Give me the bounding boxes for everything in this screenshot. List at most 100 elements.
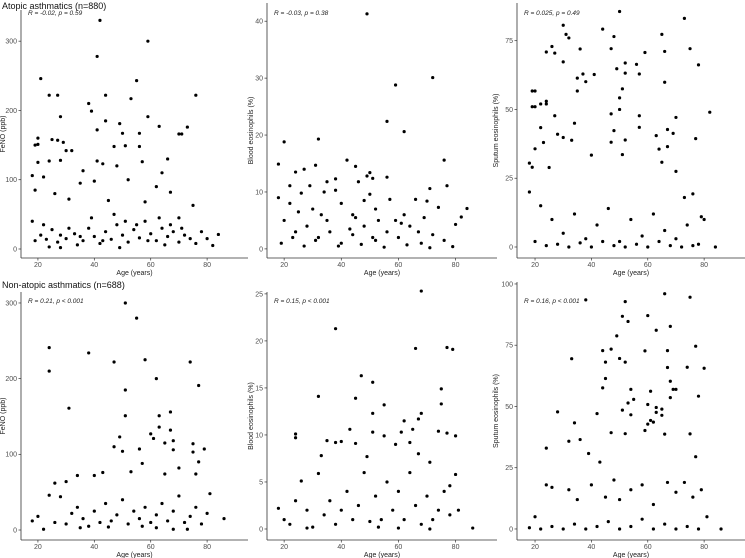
data-point [70,511,74,515]
x-tick-label: 60 [644,262,652,269]
data-point [428,460,432,464]
y-axis-label: Sputum eosinophils (%) [493,374,500,448]
data-point [316,394,321,398]
x-tick-label: 20 [34,544,42,551]
data-point [422,215,426,220]
data-point [402,517,406,522]
data-point [646,422,650,426]
y-tick-label: 40 [255,19,263,26]
data-point [325,438,329,443]
data-point [30,219,34,223]
data-point [609,47,613,51]
data-point [106,525,111,529]
data-point [333,440,338,445]
data-point [648,389,653,393]
data-point [448,513,452,517]
data-point [115,513,119,517]
data-point [617,527,622,531]
data-point [671,387,675,391]
data-point [296,210,301,214]
data-point [101,162,105,166]
data-point [665,127,670,132]
data-point [336,244,341,248]
data-point [276,196,281,200]
x-tick-label: 60 [395,262,403,269]
data-point [436,508,441,512]
data-point [58,495,63,499]
data-point [623,432,627,436]
data-point [617,96,622,100]
data-point [171,230,175,234]
data-point [92,473,96,478]
y-axis-label: Blood eosinophils (%) [248,97,255,165]
data-point [194,505,198,509]
data-point [129,97,133,101]
data-point [665,349,670,353]
correlation-annotation: R = 0.16, p < 0.001 [524,298,580,305]
data-point [197,383,201,388]
data-point [92,234,96,239]
data-point [634,62,639,66]
data-point [202,447,206,451]
data-point [353,215,358,220]
data-point [168,428,173,432]
y-axis-label: Sputum eosinophils (%) [493,94,500,168]
data-point [137,236,142,240]
data-point [561,135,565,140]
panel-6: 20 40 60 80 0 25 50 75 100 Age (years) Sputum eosi… [493,281,745,558]
data-point [30,173,34,178]
panel-2: 20 40 60 80 0 10 20 30 40 Age (years) Blood eosino… [248,3,497,277]
data-point [81,239,85,243]
data-point [399,430,403,434]
data-point [41,175,46,179]
data-point [70,149,74,153]
data-point [132,227,136,232]
data-point [586,451,591,456]
data-point [143,358,147,362]
data-point [459,215,463,219]
data-point [665,365,670,370]
panel-3: 20 40 60 80 0 25 50 75 Age (years) Sputum eosinop… [493,3,745,277]
data-point [617,9,622,14]
data-point [402,130,406,134]
data-point [428,527,432,531]
data-point [623,61,627,65]
data-point [637,114,641,118]
data-point [385,480,389,484]
data-point [663,432,667,436]
data-point [465,206,469,211]
data-point [603,495,608,499]
data-point [371,380,375,384]
data-point [356,503,361,508]
data-point [530,165,534,169]
data-point [211,243,215,248]
data-point [612,478,616,482]
data-point [163,441,167,445]
data-point [451,245,455,249]
data-point [570,357,574,361]
data-point [72,232,77,236]
data-point [601,349,605,353]
data-point [572,522,577,526]
x-tick-label: 60 [147,262,155,269]
data-point [471,526,475,530]
data-point [626,401,630,405]
data-point [56,138,60,142]
data-point [353,396,358,400]
data-point [36,136,40,140]
data-point [550,485,554,489]
data-point [382,403,386,407]
y-tick-label: 0 [259,526,263,533]
data-point [431,75,435,80]
data-point [157,414,161,418]
data-point [575,89,579,93]
data-point [533,147,537,151]
data-point [589,483,594,487]
data-point [425,199,429,203]
data-point [50,137,54,142]
data-point [288,201,292,205]
data-point [319,213,323,217]
data-point [682,195,687,200]
data-point [345,158,349,162]
data-point [53,481,57,485]
